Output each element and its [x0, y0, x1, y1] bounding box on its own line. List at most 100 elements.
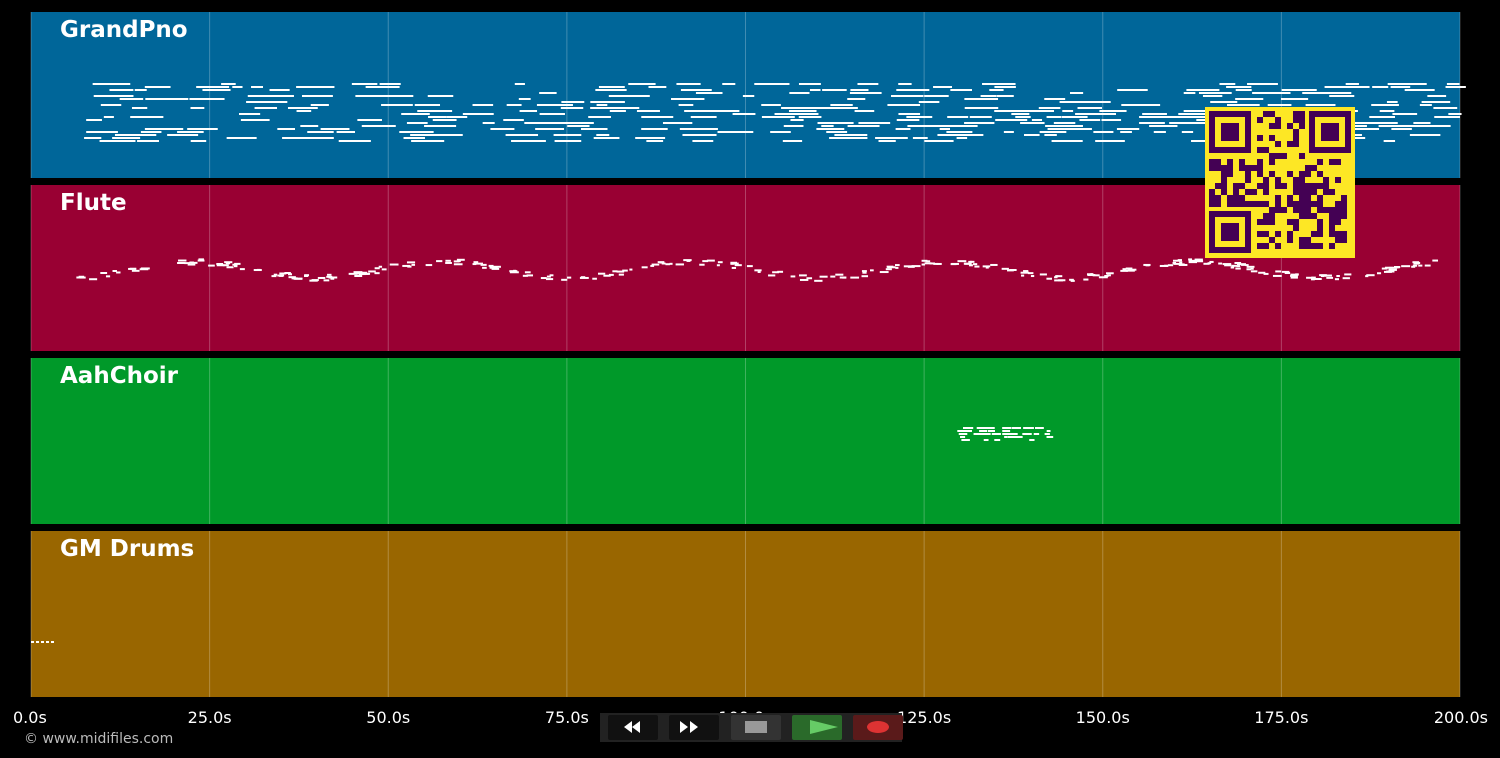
qr-cell — [1287, 237, 1293, 243]
qr-finder — [1221, 223, 1239, 241]
qr-cell — [1257, 159, 1263, 165]
qr-cell — [1269, 207, 1275, 213]
qr-cell — [1287, 171, 1293, 177]
qr-cell — [1239, 201, 1245, 207]
qr-cell — [1239, 183, 1245, 189]
qr-cell — [1317, 159, 1323, 165]
qr-cell — [1341, 207, 1347, 213]
qr-cell — [1323, 183, 1329, 189]
qr-cell — [1317, 171, 1323, 177]
qr-cell — [1239, 159, 1245, 165]
qr-cell — [1305, 213, 1311, 219]
qr-cell — [1221, 177, 1227, 183]
qr-cell — [1299, 177, 1305, 183]
qr-cell — [1299, 117, 1305, 123]
qr-cell — [1227, 195, 1233, 201]
qr-cell — [1275, 207, 1281, 213]
qr-cell — [1263, 189, 1269, 195]
qr-cell — [1335, 177, 1341, 183]
qr-cell — [1275, 153, 1281, 159]
track-name: GrandPno — [60, 17, 188, 43]
qr-cell — [1227, 171, 1233, 177]
qr-cell — [1305, 201, 1311, 207]
qr-cell — [1245, 177, 1251, 183]
qr-cell — [1275, 117, 1281, 123]
qr-cell — [1293, 219, 1299, 225]
stop-icon — [745, 721, 767, 733]
qr-cell — [1335, 231, 1341, 237]
qr-cell — [1299, 123, 1305, 129]
qr-cell — [1215, 183, 1221, 189]
tick-label: 200.0s — [1434, 708, 1488, 727]
qr-cell — [1281, 153, 1287, 159]
track-panel — [31, 531, 1460, 697]
qr-cell — [1269, 219, 1275, 225]
qr-cell — [1233, 189, 1239, 195]
qr-cell — [1269, 135, 1275, 141]
qr-cell — [1311, 231, 1317, 237]
qr-cell — [1263, 201, 1269, 207]
qr-cell — [1269, 123, 1275, 129]
qr-cell — [1275, 177, 1281, 183]
qr-cell — [1221, 183, 1227, 189]
qr-cell — [1317, 243, 1323, 249]
qr-cell — [1299, 183, 1305, 189]
qr-cell — [1335, 213, 1341, 219]
qr-finder — [1321, 123, 1339, 141]
qr-cell — [1299, 201, 1305, 207]
qr-cell — [1209, 159, 1215, 165]
qr-cell — [1317, 219, 1323, 225]
qr-cell — [1269, 237, 1275, 243]
qr-cell — [1329, 231, 1335, 237]
transport-controls — [600, 713, 903, 742]
qr-cell — [1257, 165, 1263, 171]
qr-cell — [1209, 201, 1215, 207]
qr-cell — [1305, 195, 1311, 201]
track-name: GM Drums — [60, 536, 194, 562]
forward-icon — [680, 721, 698, 733]
qr-cell — [1293, 141, 1299, 147]
qr-code — [1205, 107, 1355, 258]
qr-cell — [1275, 201, 1281, 207]
qr-cell — [1263, 111, 1269, 117]
qr-cell — [1233, 195, 1239, 201]
qr-cell — [1311, 201, 1317, 207]
qr-cell — [1287, 123, 1293, 129]
qr-cell — [1257, 183, 1263, 189]
qr-cell — [1209, 189, 1215, 195]
qr-cell — [1335, 201, 1341, 207]
qr-cell — [1257, 147, 1263, 153]
qr-cell — [1215, 165, 1221, 171]
qr-cell — [1263, 219, 1269, 225]
qr-cell — [1263, 243, 1269, 249]
tick-label: 50.0s — [366, 708, 410, 727]
qr-cell — [1293, 183, 1299, 189]
qr-cell — [1323, 207, 1329, 213]
qr-cell — [1263, 177, 1269, 183]
qr-cell — [1293, 135, 1299, 141]
qr-cell — [1287, 201, 1293, 207]
qr-cell — [1293, 177, 1299, 183]
qr-cell — [1275, 141, 1281, 147]
qr-cell — [1269, 159, 1275, 165]
qr-cell — [1305, 183, 1311, 189]
qr-cell — [1227, 159, 1233, 165]
qr-cell — [1251, 189, 1257, 195]
qr-cell — [1287, 141, 1293, 147]
notes — [76, 258, 1439, 282]
qr-cell — [1293, 117, 1299, 123]
qr-cell — [1221, 165, 1227, 171]
qr-finder — [1221, 123, 1239, 141]
qr-cell — [1257, 219, 1263, 225]
qr-cell — [1215, 201, 1221, 207]
qr-cell — [1311, 183, 1317, 189]
qr-cell — [1215, 195, 1221, 201]
notes — [84, 83, 1466, 142]
record-icon — [867, 721, 889, 733]
qr-cell — [1233, 201, 1239, 207]
qr-cell — [1275, 183, 1281, 189]
qr-cell — [1215, 159, 1221, 165]
qr-cell — [1257, 201, 1263, 207]
